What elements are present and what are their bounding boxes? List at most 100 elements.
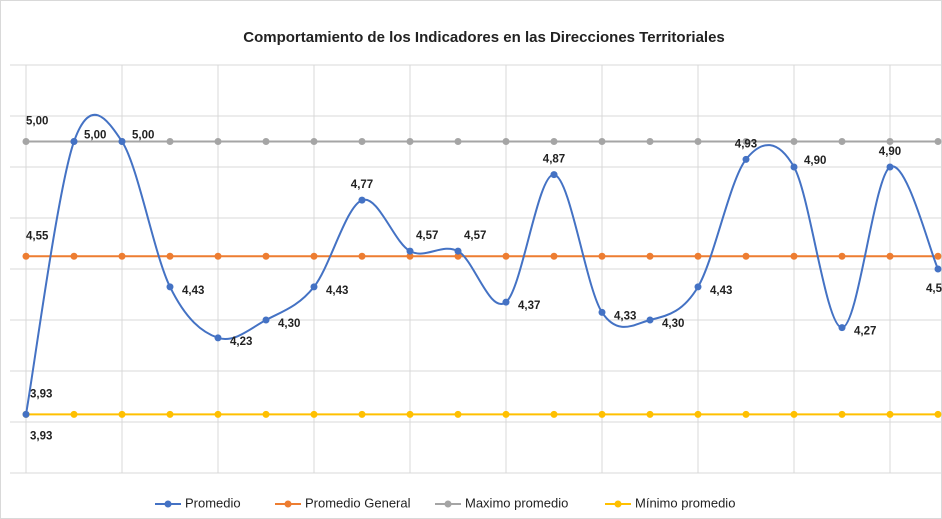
point xyxy=(214,138,222,145)
point xyxy=(742,410,750,418)
legend-label: Promedio xyxy=(185,495,241,510)
point xyxy=(118,252,126,260)
point xyxy=(214,252,222,260)
data-label: 4,55 xyxy=(26,230,49,242)
point xyxy=(262,410,270,418)
point xyxy=(406,247,414,255)
legend-marker xyxy=(284,500,292,508)
point xyxy=(550,171,558,179)
data-label: 4,77 xyxy=(351,179,373,191)
point xyxy=(454,252,462,260)
point xyxy=(502,252,510,260)
point xyxy=(502,138,510,145)
point xyxy=(262,252,270,260)
point xyxy=(70,252,78,260)
point xyxy=(310,283,318,291)
point xyxy=(550,410,558,418)
data-label: 4,43 xyxy=(326,285,348,297)
point xyxy=(22,410,30,418)
point xyxy=(262,316,270,324)
point xyxy=(790,138,798,145)
data-label: 4,37 xyxy=(518,300,540,312)
data-label: 4,93 xyxy=(735,138,757,150)
point xyxy=(22,138,30,145)
point xyxy=(454,138,462,145)
point xyxy=(454,247,462,255)
point xyxy=(598,410,606,418)
point xyxy=(550,252,558,260)
point xyxy=(310,252,318,260)
point xyxy=(646,410,654,418)
point xyxy=(598,138,606,145)
point xyxy=(742,138,750,145)
point xyxy=(406,252,414,260)
point xyxy=(886,138,894,145)
data-label: 4,27 xyxy=(854,326,876,338)
point xyxy=(166,410,174,418)
data-label: 4,90 xyxy=(879,146,901,158)
legend-marker xyxy=(444,500,452,508)
data-label: 4,43 xyxy=(710,285,732,297)
point xyxy=(598,308,606,316)
point xyxy=(742,252,750,260)
point xyxy=(310,410,318,418)
data-label: 4,57 xyxy=(416,230,438,242)
data-label: 4,30 xyxy=(278,318,300,330)
point xyxy=(310,138,318,145)
legend-label: Mínimo promedio xyxy=(635,495,735,510)
point xyxy=(886,163,894,171)
point xyxy=(694,252,702,260)
point xyxy=(358,252,366,260)
point xyxy=(646,138,654,145)
data-label: 4,90 xyxy=(804,155,826,167)
data-label: 3,93 xyxy=(30,388,52,400)
point xyxy=(646,316,654,324)
point xyxy=(694,410,702,418)
point xyxy=(166,252,174,260)
point xyxy=(838,252,846,260)
point xyxy=(886,252,894,260)
point xyxy=(358,410,366,418)
point xyxy=(406,410,414,418)
point xyxy=(166,283,174,291)
point xyxy=(886,410,894,418)
point xyxy=(214,410,222,418)
point xyxy=(838,324,846,332)
data-label: 4,87 xyxy=(543,154,565,166)
data-label: 5,00 xyxy=(132,130,154,142)
point xyxy=(694,138,702,145)
point xyxy=(454,410,462,418)
data-label: 4,57 xyxy=(464,230,486,242)
data-label: 5,00 xyxy=(84,130,106,142)
chart-title: Comportamiento de los Indicadores en las… xyxy=(243,29,725,46)
point xyxy=(214,334,222,342)
point xyxy=(598,252,606,260)
legend-label: Promedio General xyxy=(305,495,411,510)
point xyxy=(694,283,702,291)
point xyxy=(934,138,942,145)
data-label: 5,00 xyxy=(26,116,48,128)
point xyxy=(22,252,30,260)
point xyxy=(742,155,750,163)
point xyxy=(118,410,126,418)
point xyxy=(790,252,798,260)
point xyxy=(934,265,942,273)
point xyxy=(358,196,366,204)
point xyxy=(934,252,942,260)
point xyxy=(166,138,174,145)
legend-label: Maximo promedio xyxy=(465,495,568,510)
point xyxy=(358,138,366,145)
legend-marker xyxy=(164,500,172,508)
data-label: 3,93 xyxy=(30,430,52,442)
data-label: 4,33 xyxy=(614,310,636,322)
point xyxy=(118,138,126,145)
point xyxy=(406,138,414,145)
legend-marker xyxy=(614,500,622,508)
point xyxy=(790,163,798,171)
data-label: 4,50 xyxy=(926,283,942,295)
point xyxy=(790,410,798,418)
point xyxy=(838,410,846,418)
point xyxy=(502,298,510,306)
